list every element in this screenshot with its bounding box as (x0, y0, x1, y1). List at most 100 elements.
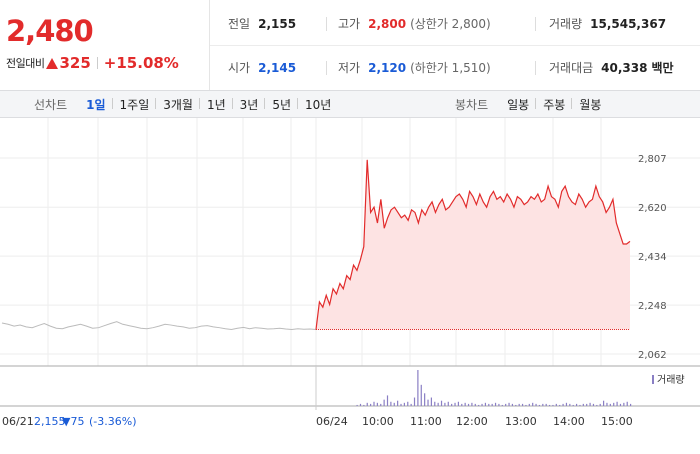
volume-bar (481, 403, 483, 406)
volume-bar (410, 403, 412, 406)
volume-stat: 거래량 15,545,367 (549, 15, 666, 32)
volume-bar (437, 402, 439, 406)
tab-period-10y[interactable]: 10년 (297, 96, 338, 113)
tab-candle-monthly[interactable]: 월봉 (571, 96, 608, 113)
volume-bar (609, 403, 611, 406)
y-tick-label: 2,062 (638, 350, 667, 361)
prev-day-close: 2,155 (34, 415, 66, 428)
volume-bar (508, 402, 510, 406)
open-stat: 시가 2,145 (228, 59, 296, 76)
line-chart-label: 선차트 (34, 97, 68, 112)
y-tick-label: 2,807 (638, 154, 667, 165)
tab-period-3y[interactable]: 3년 (231, 96, 266, 113)
volume-bar (430, 397, 432, 406)
volume-bar (457, 401, 460, 406)
volume-bar (515, 404, 517, 406)
divider (326, 17, 327, 31)
volume-bar (397, 400, 399, 406)
volume-bar (626, 401, 628, 406)
amount-label: 거래대금 (549, 61, 594, 75)
volume-bar (370, 403, 372, 406)
volume-bar (424, 393, 426, 406)
volume-bar (474, 403, 476, 406)
volume-legend-swatch (652, 375, 654, 384)
volume-bar (386, 395, 389, 406)
x-tick-label: 14:00 (553, 415, 585, 428)
candle-chart-period-tabs: 봉차트 일봉 주봉 월봉 (455, 91, 608, 117)
high-value: 2,800 (368, 17, 407, 31)
prev-day-price-line (1, 321, 317, 331)
amount-value: 40,338 (601, 61, 648, 75)
amount-stat: 거래대금 40,338 백만 (549, 59, 674, 76)
volume-bar (619, 403, 622, 406)
volume-bar (407, 401, 409, 406)
open-value: 2,145 (258, 61, 297, 75)
prev-close-value: 2,155 (258, 17, 297, 31)
x-tick-label: 10:00 (362, 415, 394, 428)
volume-bar (393, 402, 395, 406)
volume-bar (538, 404, 541, 406)
tab-candle-weekly[interactable]: 주봉 (535, 96, 572, 113)
volume-bar (464, 402, 466, 406)
low-value: 2,120 (368, 61, 407, 75)
stock-quote-panel: 2,480 전일대비 325 +15.08% 전일 2,155 고가 2,800 (상… (0, 0, 700, 90)
volume-bar (596, 404, 598, 406)
volume-bar (471, 402, 473, 406)
volume-bar (521, 403, 524, 406)
volume-bar (478, 404, 480, 406)
price-box: 2,480 전일대비 325 +15.08% (0, 0, 210, 90)
volume-bar (498, 403, 500, 406)
volume-bar (444, 402, 446, 406)
volume-bar (417, 370, 419, 406)
tab-period-1y[interactable]: 1년 (198, 96, 233, 113)
volume-bar (403, 402, 405, 406)
change-row: 전일대비 325 +15.08% (6, 54, 179, 72)
volume-bar (454, 402, 456, 406)
x-tick-label: 06/24 (316, 415, 348, 428)
low-stat: 저가 2,120 (하한가 1,510) (338, 59, 491, 76)
divider (535, 17, 536, 31)
volume-bar (373, 401, 375, 406)
volume-bar (400, 403, 402, 406)
volume-bar (542, 403, 544, 406)
volume-bar (548, 404, 551, 406)
volume-bar (488, 403, 490, 406)
x-tick-label: 11:00 (410, 415, 442, 428)
prev-day-rate: (-3.36%) (89, 415, 137, 428)
price-chart[interactable]: 2,807 2,620 2,434 2,248 2,062 06/21 2,155 ▼7… (0, 118, 700, 450)
tab-period-5y[interactable]: 5년 (264, 96, 298, 113)
volume-bar (630, 403, 632, 406)
tab-period-1w[interactable]: 1주일 (111, 96, 157, 113)
tab-period-1d[interactable]: 1일 (86, 97, 106, 112)
volume-bar (599, 403, 601, 406)
volume-bar (390, 401, 392, 406)
volume-bar (440, 400, 443, 406)
lower-limit: (하한가 1,510) (410, 61, 491, 75)
volume-bar (467, 403, 470, 406)
candle-chart-label: 봉차트 (455, 97, 489, 112)
volume-bar (562, 403, 564, 406)
high-label: 고가 (338, 17, 361, 31)
volume-bar (559, 404, 561, 406)
chart-toolbar: 선차트 1일 1주일 3개월 1년 3년 5년 10년 봉차트 일봉 주봉 월봉 (0, 90, 700, 118)
volume-bar (525, 404, 527, 406)
volume-bar (501, 404, 503, 406)
y-tick-label: 2,620 (638, 203, 667, 214)
volume-bar (602, 400, 605, 406)
tab-candle-daily[interactable]: 일봉 (507, 97, 530, 112)
divider (210, 45, 700, 46)
tab-period-3m[interactable]: 3개월 (155, 96, 200, 113)
volume-bar (363, 404, 365, 406)
volume-bar (569, 403, 571, 406)
current-price: 2,480 (6, 14, 94, 48)
volume-bar (447, 401, 449, 406)
open-label: 시가 (228, 61, 251, 75)
volume-bar (613, 402, 615, 406)
change-value: 325 (59, 54, 91, 72)
volume-bar (356, 404, 358, 406)
volume-bar (376, 402, 378, 406)
divider (326, 61, 327, 75)
prev-day-date: 06/21 (2, 415, 34, 428)
volume-bar (589, 402, 591, 406)
prev-close-label: 전일 (228, 17, 251, 31)
